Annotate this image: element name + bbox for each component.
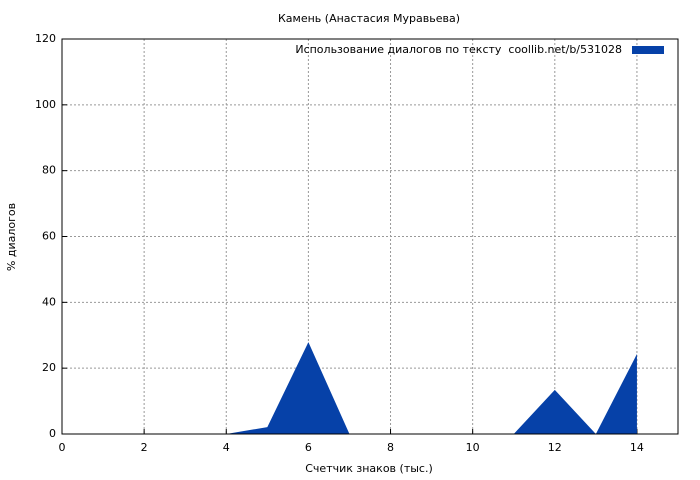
x-tick-label: 12 [548,441,562,454]
x-axis-label: Счетчик знаков (тыс.) [305,462,433,475]
x-tick-label: 10 [466,441,480,454]
x-tick-label: 14 [630,441,644,454]
y-tick-label: 100 [35,98,56,111]
y-tick-label: 0 [49,427,56,440]
y-tick-label: 80 [42,164,56,177]
x-tick-label: 6 [305,441,312,454]
x-tick-label: 0 [59,441,66,454]
plot-frame [61,38,679,435]
y-tick-label: 40 [42,295,56,308]
legend-swatch [632,46,664,54]
x-tick-label: 8 [387,441,394,454]
x-tick-label: 4 [223,441,230,454]
y-tick-label: 60 [42,230,56,243]
x-tick-label: 2 [141,441,148,454]
y-tick-label: 20 [42,361,56,374]
legend-label: Использование диалогов по тексту coollib… [295,43,622,56]
y-tick-label: 120 [35,32,56,45]
chart-title: Камень (Анастасия Муравьева) [278,12,460,25]
y-axis-label: % диалогов [5,203,18,271]
area [62,342,637,434]
